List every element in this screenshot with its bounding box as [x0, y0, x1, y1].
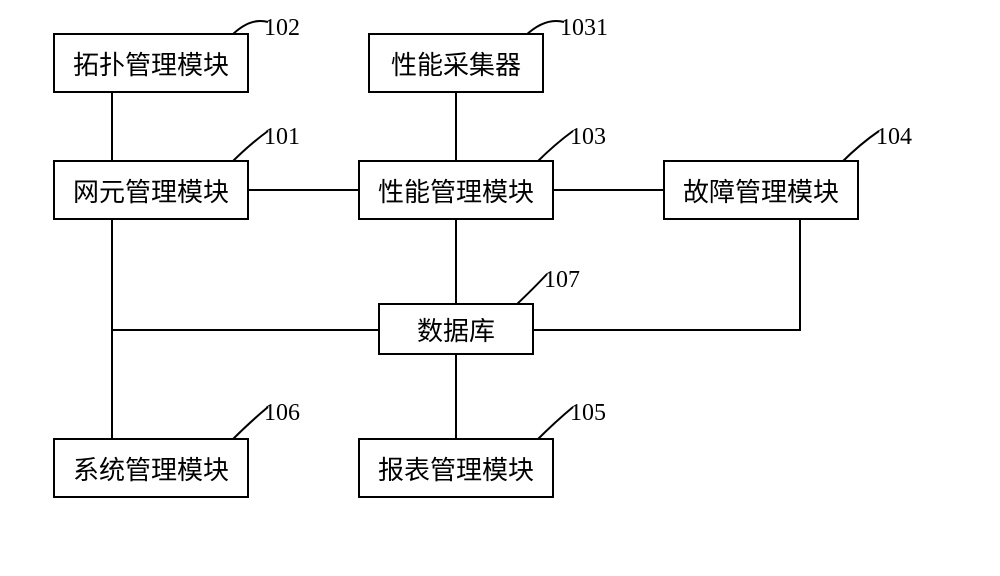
ref-label-l1031: 1031 — [560, 15, 608, 42]
ref-label-l101: 101 — [264, 124, 300, 151]
node-text-n104: 故障管理模块 — [683, 172, 839, 209]
node-text-n105: 报表管理模块 — [378, 450, 534, 487]
ref-label-l102: 102 — [264, 15, 300, 42]
leader-2 — [231, 131, 268, 163]
node-text-n101: 网元管理模块 — [73, 172, 229, 209]
edge-4 — [112, 220, 378, 330]
node-n103: 性能管理模块 — [358, 160, 554, 220]
leader-4 — [841, 131, 879, 163]
node-n101: 网元管理模块 — [53, 160, 249, 220]
node-n107: 数据库 — [378, 303, 534, 355]
leader-6 — [231, 407, 268, 441]
leader-5 — [515, 274, 547, 306]
node-text-n107: 数据库 — [417, 311, 495, 348]
node-n1031: 性能采集器 — [368, 33, 544, 93]
node-n105: 报表管理模块 — [358, 438, 554, 498]
ref-label-l105: 105 — [570, 400, 606, 427]
node-text-n102: 拓扑管理模块 — [73, 45, 229, 82]
leader-3 — [536, 131, 573, 163]
node-n104: 故障管理模块 — [663, 160, 859, 220]
node-text-n1031: 性能采集器 — [391, 45, 521, 82]
node-text-n103: 性能管理模块 — [378, 172, 534, 209]
ref-label-l103: 103 — [570, 124, 606, 151]
edge-7 — [112, 330, 378, 438]
node-n106: 系统管理模块 — [53, 438, 249, 498]
node-n102: 拓扑管理模块 — [53, 33, 249, 93]
ref-label-l107: 107 — [544, 267, 580, 294]
ref-label-l104: 104 — [876, 124, 912, 151]
leader-7 — [536, 407, 573, 441]
ref-label-l106: 106 — [264, 400, 300, 427]
node-text-n106: 系统管理模块 — [73, 450, 229, 487]
